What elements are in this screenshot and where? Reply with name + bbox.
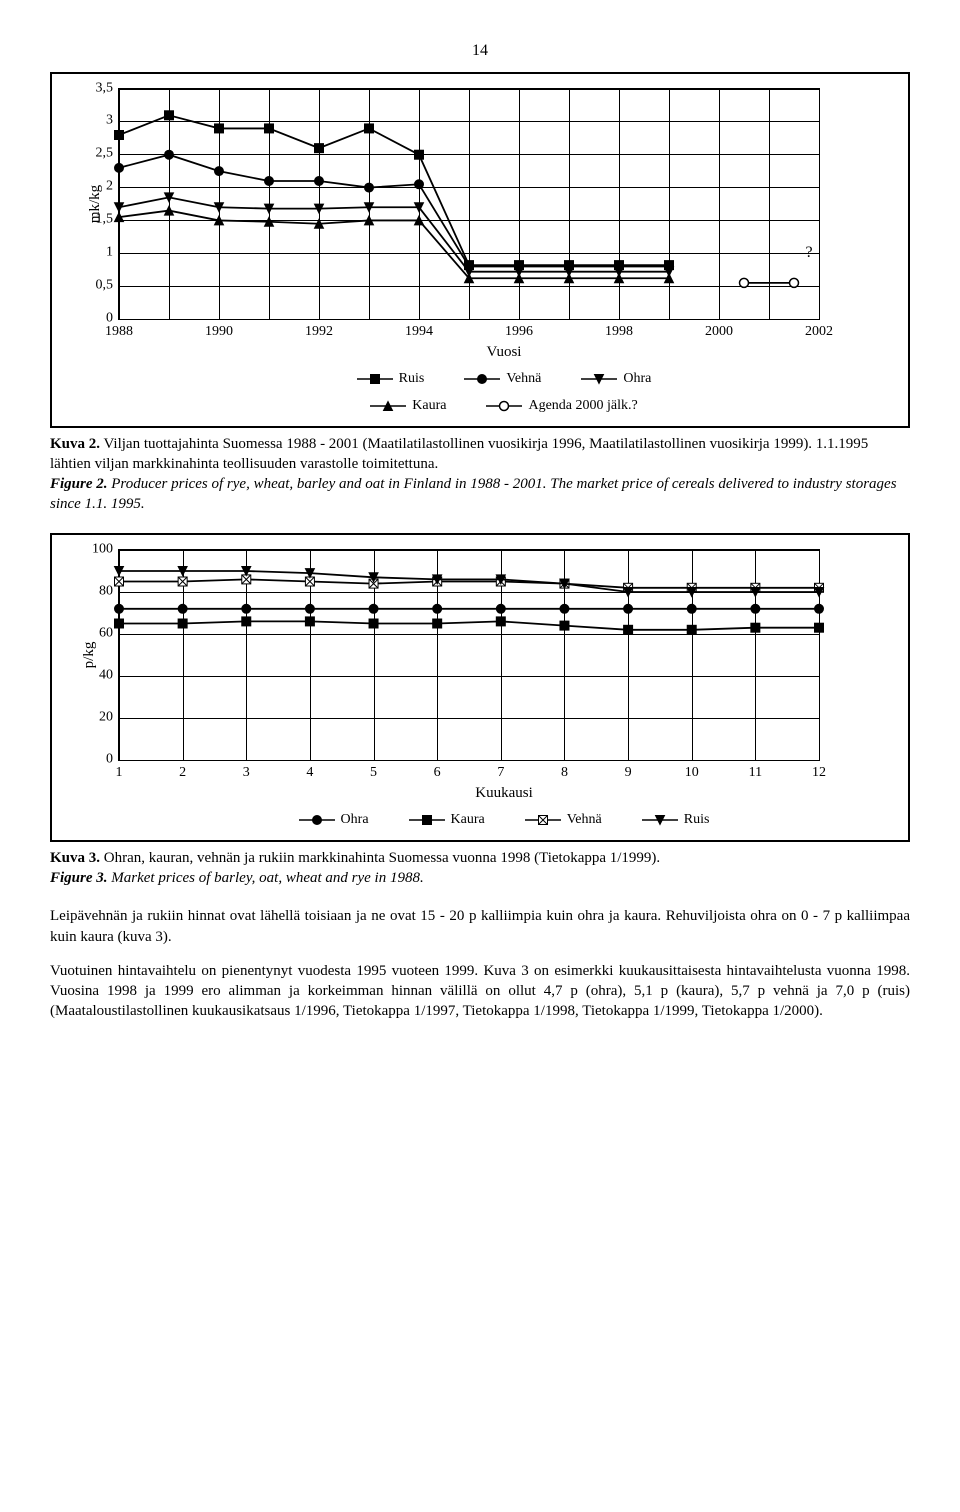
- caption1-italic: Producer prices of rye, wheat, barley an…: [50, 476, 897, 512]
- chart2-box: p/kg 020406080100123456789101112: [50, 533, 910, 842]
- xtick-label: 1998: [605, 323, 633, 342]
- paragraph-2: Vuotuinen hintavaihtelu on pienentynyt v…: [50, 961, 910, 1022]
- legend-item: Ruis: [642, 811, 710, 830]
- caption2-figure: Figure 3.: [50, 870, 108, 886]
- legend-item: Vehnä: [525, 811, 602, 830]
- legend-label: Kaura: [412, 397, 446, 416]
- caption1-text: Viljan tuottajahinta Suomessa 1988 - 200…: [50, 436, 868, 472]
- legend-label: Ohra: [341, 811, 369, 830]
- legend-label: Agenda 2000 jälk.?: [528, 397, 637, 416]
- legend-marker-icon: [409, 813, 445, 827]
- caption1-figure: Figure 2.: [50, 476, 108, 492]
- ytick-label: 3: [106, 112, 113, 131]
- xtick-label: 1992: [305, 323, 333, 342]
- xtick-label: 5: [370, 764, 377, 783]
- legend-item: Agenda 2000 jälk.?: [486, 397, 637, 416]
- xtick-label: 1990: [205, 323, 233, 342]
- chart2-plot: 020406080100123456789101112: [118, 549, 820, 761]
- xtick-label: 8: [561, 764, 568, 783]
- caption2-italic: Market prices of barley, oat, wheat and …: [108, 870, 424, 886]
- ytick-label: 0: [106, 750, 113, 769]
- chart1-box: mk/kg 00,511,522,533,5198819901992199419…: [50, 72, 910, 428]
- ytick-label: 40: [99, 666, 113, 685]
- ytick-label: 60: [99, 624, 113, 643]
- legend-marker-icon: [581, 372, 617, 386]
- xtick-label: 3: [243, 764, 250, 783]
- xtick-label: 1996: [505, 323, 533, 342]
- legend-marker-icon: [464, 372, 500, 386]
- ytick-label: 20: [99, 708, 113, 727]
- caption2: Kuva 3. Ohran, kauran, vehnän ja rukiin …: [50, 848, 910, 889]
- ytick-label: 2: [106, 178, 113, 197]
- caption1: Kuva 2. Viljan tuottajahinta Suomessa 19…: [50, 434, 910, 515]
- chart1-legend-row1: Ruis Vehnä Ohra: [118, 370, 890, 389]
- paragraph-1: Leipävehnän ja rukiin hinnat ovat lähell…: [50, 906, 910, 947]
- xtick-label: 1988: [105, 323, 133, 342]
- legend-label: Kaura: [451, 811, 485, 830]
- ytick-label: 2,5: [96, 145, 114, 164]
- xtick-label: 7: [497, 764, 504, 783]
- chart1-plot: 00,511,522,533,5198819901992199419961998…: [118, 88, 820, 320]
- ytick-label: 0,5: [96, 276, 114, 295]
- chart2-area: p/kg 020406080100123456789101112: [118, 549, 890, 761]
- legend-marker-icon: [357, 372, 393, 386]
- legend-label: Vehnä: [506, 370, 541, 389]
- xtick-label: 9: [625, 764, 632, 783]
- ytick-label: 3,5: [96, 79, 114, 98]
- legend-marker-icon: [486, 399, 522, 413]
- legend-item: Ruis: [357, 370, 425, 389]
- xtick-label: 2002: [805, 323, 833, 342]
- xtick-label: 1994: [405, 323, 433, 342]
- legend-label: Ohra: [623, 370, 651, 389]
- legend-item: Ohra: [299, 811, 369, 830]
- legend-marker-icon: [370, 399, 406, 413]
- question-mark: ?: [805, 242, 812, 264]
- ytick-label: 80: [99, 582, 113, 601]
- chart2-xlabel: Kuukausi: [118, 783, 890, 803]
- caption2-kuva: Kuva 3.: [50, 850, 100, 866]
- legend-label: Vehnä: [567, 811, 602, 830]
- ytick-label: 1: [106, 243, 113, 262]
- caption1-kuva: Kuva 2.: [50, 436, 100, 452]
- xtick-label: 2000: [705, 323, 733, 342]
- chart2-legend: Ohra Kaura Vehnä Ruis: [118, 811, 890, 830]
- legend-label: Ruis: [399, 370, 425, 389]
- legend-marker-icon: [299, 813, 335, 827]
- xtick-label: 1: [116, 764, 123, 783]
- legend-label: Ruis: [684, 811, 710, 830]
- xtick-label: 2: [179, 764, 186, 783]
- xtick-label: 6: [434, 764, 441, 783]
- legend-item: Kaura: [409, 811, 485, 830]
- xtick-label: 4: [306, 764, 313, 783]
- ytick-label: 1,5: [96, 211, 114, 230]
- ytick-label: 100: [92, 540, 113, 559]
- chart2-ylabel: p/kg: [79, 641, 99, 668]
- caption2-text: Ohran, kauran, vehnän ja rukiin markkina…: [100, 850, 660, 866]
- legend-marker-icon: [525, 813, 561, 827]
- xtick-label: 10: [685, 764, 699, 783]
- xtick-label: 11: [749, 764, 762, 783]
- legend-item: Vehnä: [464, 370, 541, 389]
- xtick-label: 12: [812, 764, 826, 783]
- chart1-xlabel: Vuosi: [118, 342, 890, 362]
- page-number: 14: [50, 40, 910, 62]
- legend-item: Kaura: [370, 397, 446, 416]
- legend-item: Ohra: [581, 370, 651, 389]
- legend-marker-icon: [642, 813, 678, 827]
- chart1-legend-row2: Kaura Agenda 2000 jälk.?: [118, 397, 890, 416]
- chart1-area: mk/kg 00,511,522,533,5198819901992199419…: [118, 88, 890, 320]
